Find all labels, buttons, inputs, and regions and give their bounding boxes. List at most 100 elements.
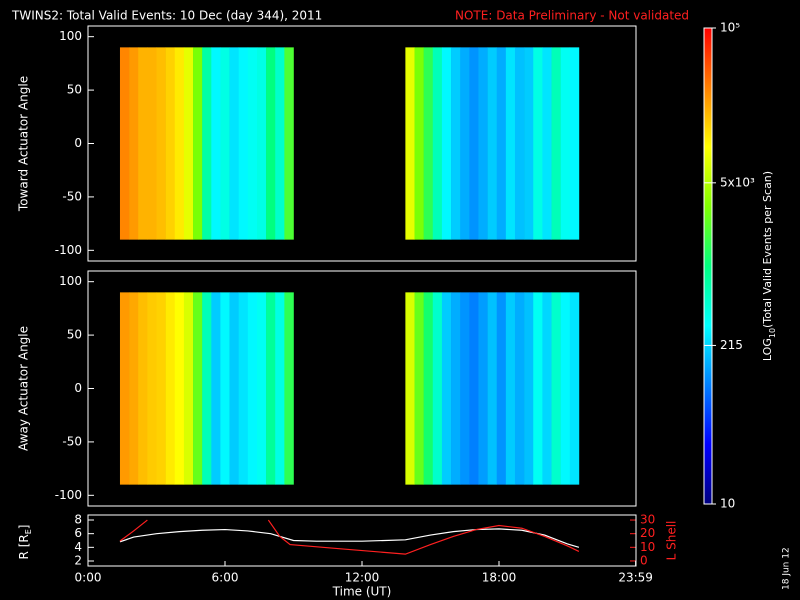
heat-cell (551, 292, 561, 485)
heat-cell (138, 47, 148, 240)
heat-cell (238, 47, 249, 240)
heat-cell (284, 47, 294, 240)
heat-cell (129, 292, 139, 485)
heat-cell (542, 47, 552, 240)
heat-cell (256, 47, 267, 240)
heat-cell (229, 292, 239, 485)
y-tick-label: 50 (67, 328, 82, 342)
y-tick-label: -100 (55, 243, 82, 257)
heat-cell (460, 292, 470, 485)
heat-cell (569, 47, 580, 240)
series-line (119, 519, 148, 542)
panel-frame (87, 25, 637, 262)
heat-cell (211, 292, 221, 485)
series-line (267, 519, 580, 555)
heat-cell (266, 292, 276, 485)
y2-tick-label: 0 (640, 553, 648, 567)
heat-cell (405, 292, 415, 485)
y2-tick-label: 10 (640, 540, 655, 554)
heat-cell (147, 292, 157, 485)
colorbar-tick-label: 215 (720, 338, 743, 352)
y2-tick-label: 20 (640, 526, 655, 540)
heat-cell (238, 292, 249, 485)
x-tick-label: 18:00 (482, 571, 517, 585)
series-line (119, 528, 580, 548)
heat-cell (560, 47, 571, 240)
x-tick-label: 12:00 (345, 571, 380, 585)
heat-cell (423, 292, 434, 485)
y-tick-label: 100 (59, 29, 82, 43)
heat-cell (129, 47, 139, 240)
note: NOTE: Data Preliminary - Not validated (455, 9, 689, 23)
panel-frame (87, 270, 637, 507)
heat-cell (247, 47, 258, 240)
heat-cell (569, 292, 580, 485)
heat-cell (451, 47, 461, 240)
heat-cell (514, 47, 525, 240)
heat-cell (441, 47, 452, 240)
y-axis-label: Toward Actuator Angle (17, 76, 31, 212)
x-axis-label: Time (UT) (332, 585, 392, 599)
heat-cell (284, 292, 294, 485)
heat-cell (275, 47, 285, 240)
heat-cell (193, 47, 203, 240)
heat-cell (505, 292, 516, 485)
heat-cell (469, 47, 479, 240)
heat-cell (256, 292, 267, 485)
y-tick-label: -50 (62, 189, 82, 203)
heat-cell (183, 47, 194, 240)
heat-cell (514, 292, 525, 485)
heat-cell (220, 47, 230, 240)
y2-tick-label: 30 (640, 513, 655, 527)
heat-cell (202, 292, 212, 485)
heat-cell (478, 292, 488, 485)
heat-cell (496, 292, 507, 485)
heat-cell (441, 292, 452, 485)
heat-cell (138, 292, 148, 485)
heat-cell (174, 292, 185, 485)
y-axis-label: R [RE] (17, 525, 34, 560)
colorbar-tick-label: 10⁵ (720, 21, 740, 35)
y-tick-label: -100 (55, 488, 82, 502)
y-tick-label: 8 (74, 512, 82, 526)
heat-cell (505, 47, 516, 240)
y-tick-label: -50 (62, 434, 82, 448)
y-tick-label: 0 (74, 136, 82, 150)
heat-cell (451, 292, 461, 485)
label-part: E (24, 529, 33, 534)
heat-cell (469, 292, 479, 485)
heat-cell (478, 47, 488, 240)
heat-cell (542, 292, 552, 485)
heat-cell (432, 47, 443, 240)
heat-cell (193, 292, 203, 485)
y-tick-label: 50 (67, 83, 82, 97)
heat-cell (229, 47, 239, 240)
heat-cell (423, 47, 434, 240)
heat-cell (247, 292, 258, 485)
y2-axis-label: L Shell (665, 521, 679, 561)
heat-cell (432, 292, 443, 485)
colorbar-label: LOG10(Total Valid Events per Scan) (761, 171, 777, 361)
heat-cell (460, 47, 470, 240)
heat-cell (524, 47, 534, 240)
y-axis-label: Away Actuator Angle (17, 326, 31, 451)
heat-cell (183, 292, 194, 485)
y-tick-label: 100 (59, 274, 82, 288)
heat-cell (220, 292, 230, 485)
heat-cell (487, 47, 498, 240)
heat-cell (533, 47, 543, 240)
heat-cell (119, 292, 130, 485)
heat-cell (405, 47, 415, 240)
y-tick-label: 4 (74, 540, 82, 554)
date-stamp: 18 Jun 12 (782, 547, 792, 590)
label-part: ] (17, 525, 31, 530)
colorbar (703, 27, 713, 505)
label-part: 10 (768, 328, 777, 338)
heat-cell (165, 292, 176, 485)
heat-cell (211, 47, 221, 240)
label-part: R [R (17, 534, 31, 559)
x-tick-label: 6:00 (212, 571, 239, 585)
heat-cell (414, 292, 424, 485)
heat-cell (147, 47, 157, 240)
